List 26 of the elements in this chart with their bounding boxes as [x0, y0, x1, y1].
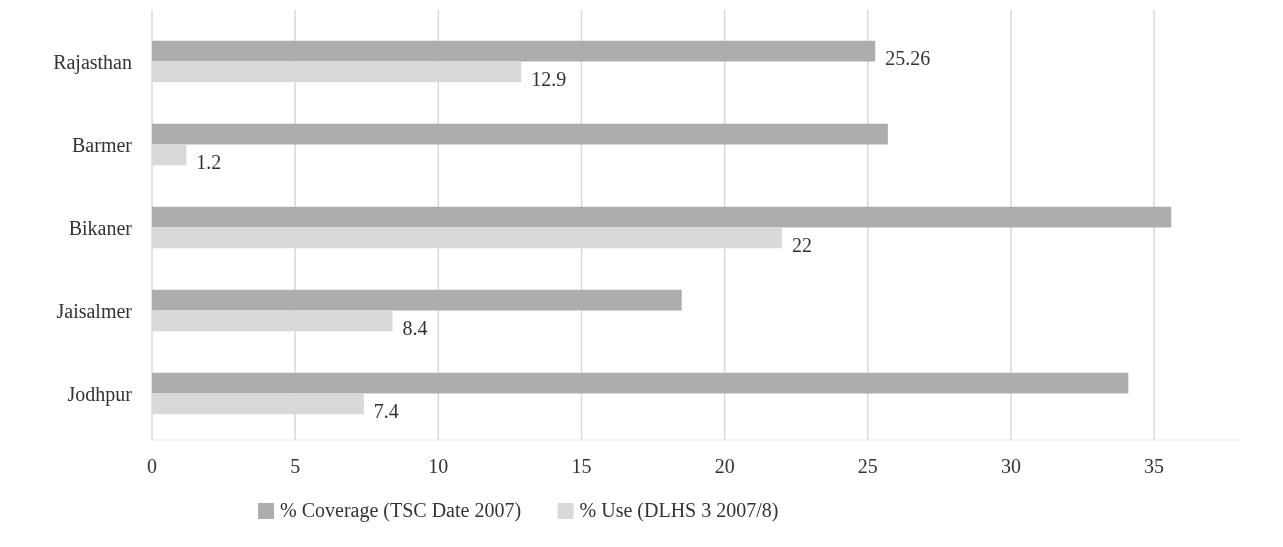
y-tick-label: Jaisalmer: [56, 299, 133, 322]
data-label: 8.4: [402, 316, 428, 339]
legend-label: % Use (DLHS 3 2007/8): [579, 499, 779, 522]
legend-label: % Coverage (TSC Date 2007): [280, 499, 522, 522]
bar: [152, 206, 1172, 228]
y-tick-label: Bikaner: [68, 216, 133, 239]
x-tick-label: 5: [290, 455, 301, 477]
y-tick-label: Rajasthan: [53, 50, 132, 74]
x-tick-label: 15: [571, 455, 592, 477]
x-tick-label: 0: [147, 455, 157, 477]
data-label: 7.4: [373, 399, 399, 422]
bar: [152, 372, 1129, 394]
bar: [152, 289, 682, 311]
x-tick-label: 30: [1000, 455, 1021, 477]
x-tick-label: 35: [1144, 455, 1165, 477]
x-tick-label: 25: [857, 455, 878, 477]
data-label: 12.9: [531, 67, 567, 90]
y-tick-label: Jodhpur: [67, 382, 133, 406]
x-tick-label: 10: [428, 455, 449, 477]
x-tick-label: 20: [714, 455, 735, 477]
bar: [152, 123, 888, 145]
data-label: 22: [791, 233, 812, 256]
y-tick-label: Barmer: [72, 133, 133, 156]
data-label: 25.26: [885, 47, 931, 70]
bar: [152, 40, 876, 62]
data-label: 1.2: [196, 150, 222, 173]
